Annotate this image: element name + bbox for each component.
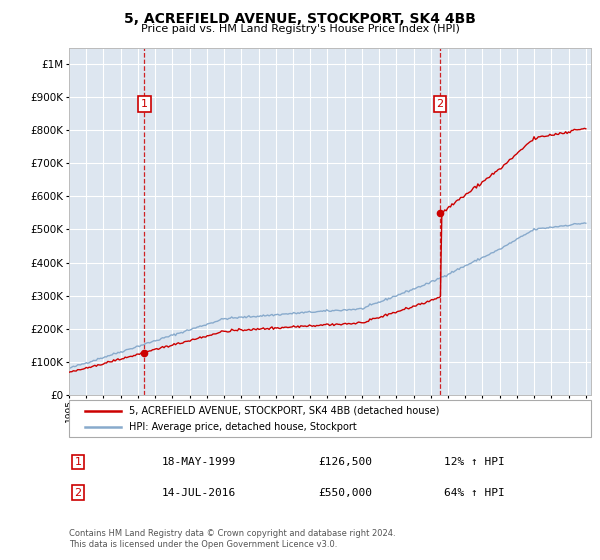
Text: Contains HM Land Registry data © Crown copyright and database right 2024.
This d: Contains HM Land Registry data © Crown c… <box>69 529 395 549</box>
Text: 14-JUL-2016: 14-JUL-2016 <box>162 488 236 498</box>
Text: 64% ↑ HPI: 64% ↑ HPI <box>444 488 505 498</box>
Text: 2: 2 <box>74 488 82 498</box>
Text: 12% ↑ HPI: 12% ↑ HPI <box>444 457 505 467</box>
Text: HPI: Average price, detached house, Stockport: HPI: Average price, detached house, Stoc… <box>129 422 357 432</box>
FancyBboxPatch shape <box>69 400 591 437</box>
Text: 2: 2 <box>437 99 443 109</box>
Text: 5, ACREFIELD AVENUE, STOCKPORT, SK4 4BB: 5, ACREFIELD AVENUE, STOCKPORT, SK4 4BB <box>124 12 476 26</box>
Text: 1: 1 <box>141 99 148 109</box>
Text: Price paid vs. HM Land Registry's House Price Index (HPI): Price paid vs. HM Land Registry's House … <box>140 24 460 34</box>
Text: 1: 1 <box>74 457 82 467</box>
Text: £126,500: £126,500 <box>318 457 372 467</box>
Text: 5, ACREFIELD AVENUE, STOCKPORT, SK4 4BB (detached house): 5, ACREFIELD AVENUE, STOCKPORT, SK4 4BB … <box>129 405 439 416</box>
Text: 18-MAY-1999: 18-MAY-1999 <box>162 457 236 467</box>
Text: £550,000: £550,000 <box>318 488 372 498</box>
